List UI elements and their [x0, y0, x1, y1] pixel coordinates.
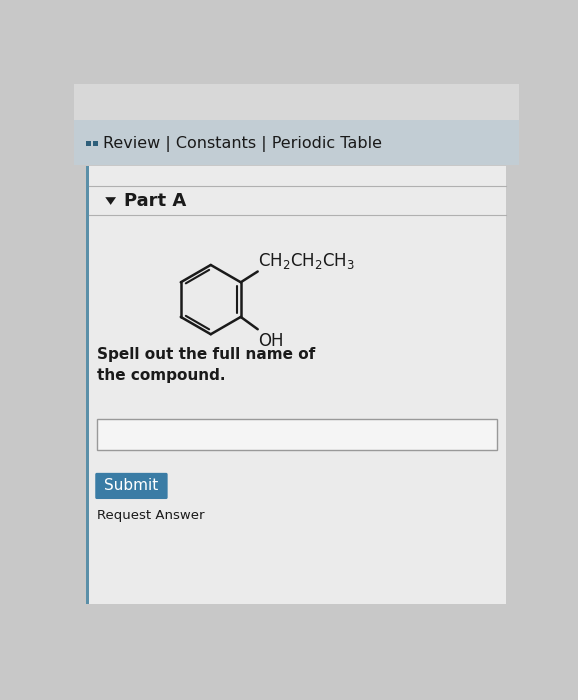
Text: Submit: Submit [104, 478, 158, 493]
FancyBboxPatch shape [97, 419, 497, 450]
FancyBboxPatch shape [93, 141, 98, 146]
FancyBboxPatch shape [86, 167, 506, 603]
Polygon shape [105, 197, 116, 205]
Text: CH$_2$CH$_2$CH$_3$: CH$_2$CH$_2$CH$_3$ [258, 251, 355, 271]
Text: Review | Constants | Periodic Table: Review | Constants | Periodic Table [103, 136, 382, 152]
FancyBboxPatch shape [74, 120, 519, 165]
Text: OH: OH [258, 332, 283, 349]
Text: Part A: Part A [124, 192, 186, 210]
Text: Spell out the full name of
the compound.: Spell out the full name of the compound. [97, 347, 315, 384]
FancyBboxPatch shape [95, 473, 168, 499]
FancyBboxPatch shape [74, 84, 519, 122]
Text: Request Answer: Request Answer [97, 509, 204, 522]
FancyBboxPatch shape [86, 141, 91, 146]
FancyBboxPatch shape [86, 167, 89, 603]
